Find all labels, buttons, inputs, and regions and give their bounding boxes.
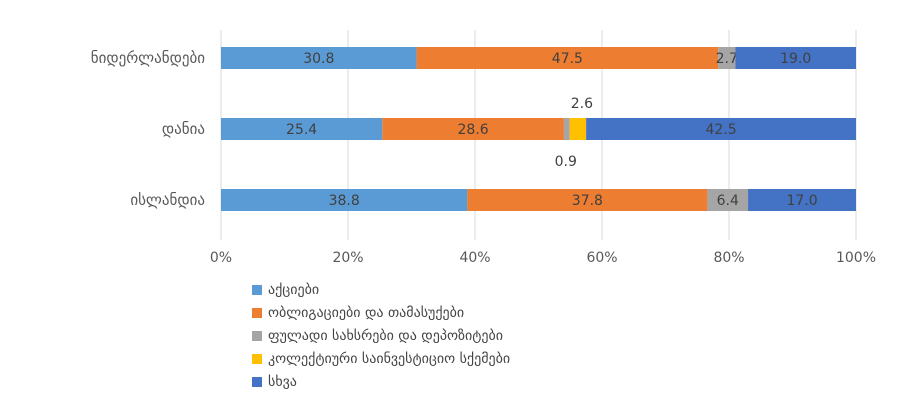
legend-label: კოლექტიური საინვესტიციო სქემები	[268, 350, 511, 367]
data-label: 42.5	[705, 122, 736, 138]
legend-item: ობლიგაციები და თამასუქები	[252, 301, 510, 324]
bar-segment	[569, 118, 587, 140]
bar-segment	[748, 189, 856, 211]
legend-label: სხვა	[268, 373, 297, 390]
x-tick-label: 0%	[210, 250, 232, 266]
legend-label: ფულადი სახსრები და დეპოზიტები	[268, 327, 503, 344]
legend-swatch	[252, 353, 262, 364]
data-label: 28.6	[458, 122, 489, 138]
data-label: 6.4	[717, 193, 739, 209]
legend-label: ობლიგაციები და თამასუქები	[268, 304, 465, 321]
bar-segment	[586, 118, 856, 140]
data-label: 2.6	[571, 96, 593, 112]
bar-segment	[221, 189, 468, 211]
legend-swatch	[252, 330, 262, 341]
legend-item: ფულადი სახსრები და დეპოზიტები	[252, 324, 510, 347]
data-label: 17.0	[786, 193, 817, 209]
legend-swatch	[252, 284, 262, 295]
data-label: 47.5	[552, 51, 583, 67]
x-tick-label: 20%	[332, 250, 363, 266]
x-tick-label: 40%	[459, 250, 490, 266]
data-label: 25.4	[286, 122, 317, 138]
bar-segment	[382, 118, 564, 140]
legend-label: აქციები	[268, 281, 320, 298]
x-tick-label: 100%	[836, 250, 876, 266]
bar-segment	[563, 118, 570, 140]
x-tick-label: 80%	[713, 250, 744, 266]
data-label: 0.9	[555, 154, 577, 170]
bar-segment	[221, 47, 417, 69]
legend-swatch	[252, 307, 262, 318]
data-label: 37.8	[572, 193, 603, 209]
legend-item: აქციები	[252, 278, 510, 301]
bar-segment	[718, 47, 736, 69]
data-label: 38.8	[329, 193, 360, 209]
legend: აქციები ობლიგაციები და თამასუქები ფულადი ს…	[252, 278, 510, 393]
chart-title-cropped: ⌒ ⌒ ⌒ ⌒ ⌒ ⌒ ⌒ ⌒ ⌒ ⌒ ⌒ ⌒ ⌒ ⌒ ⌒ ⌒ ⌒ ⌒ ⌒ ⌒	[167, 0, 741, 17]
data-label: 30.8	[303, 51, 334, 67]
data-label: 19.0	[780, 51, 811, 67]
category-label: დანია	[162, 120, 205, 138]
bar-segment	[707, 189, 749, 211]
data-label: 2.7	[716, 51, 738, 67]
x-tick-label: 60%	[586, 250, 617, 266]
legend-swatch	[252, 376, 262, 387]
legend-item: სხვა	[252, 370, 510, 393]
category-label: ისლანდია	[130, 191, 205, 209]
bar-segment	[735, 47, 856, 69]
category-label: ნიდერლანდები	[91, 49, 205, 67]
bar-segment	[221, 118, 383, 140]
legend-item: კოლექტიური საინვესტიციო სქემები	[252, 347, 510, 370]
bar-segment	[416, 47, 719, 69]
bar-segment	[467, 189, 708, 211]
